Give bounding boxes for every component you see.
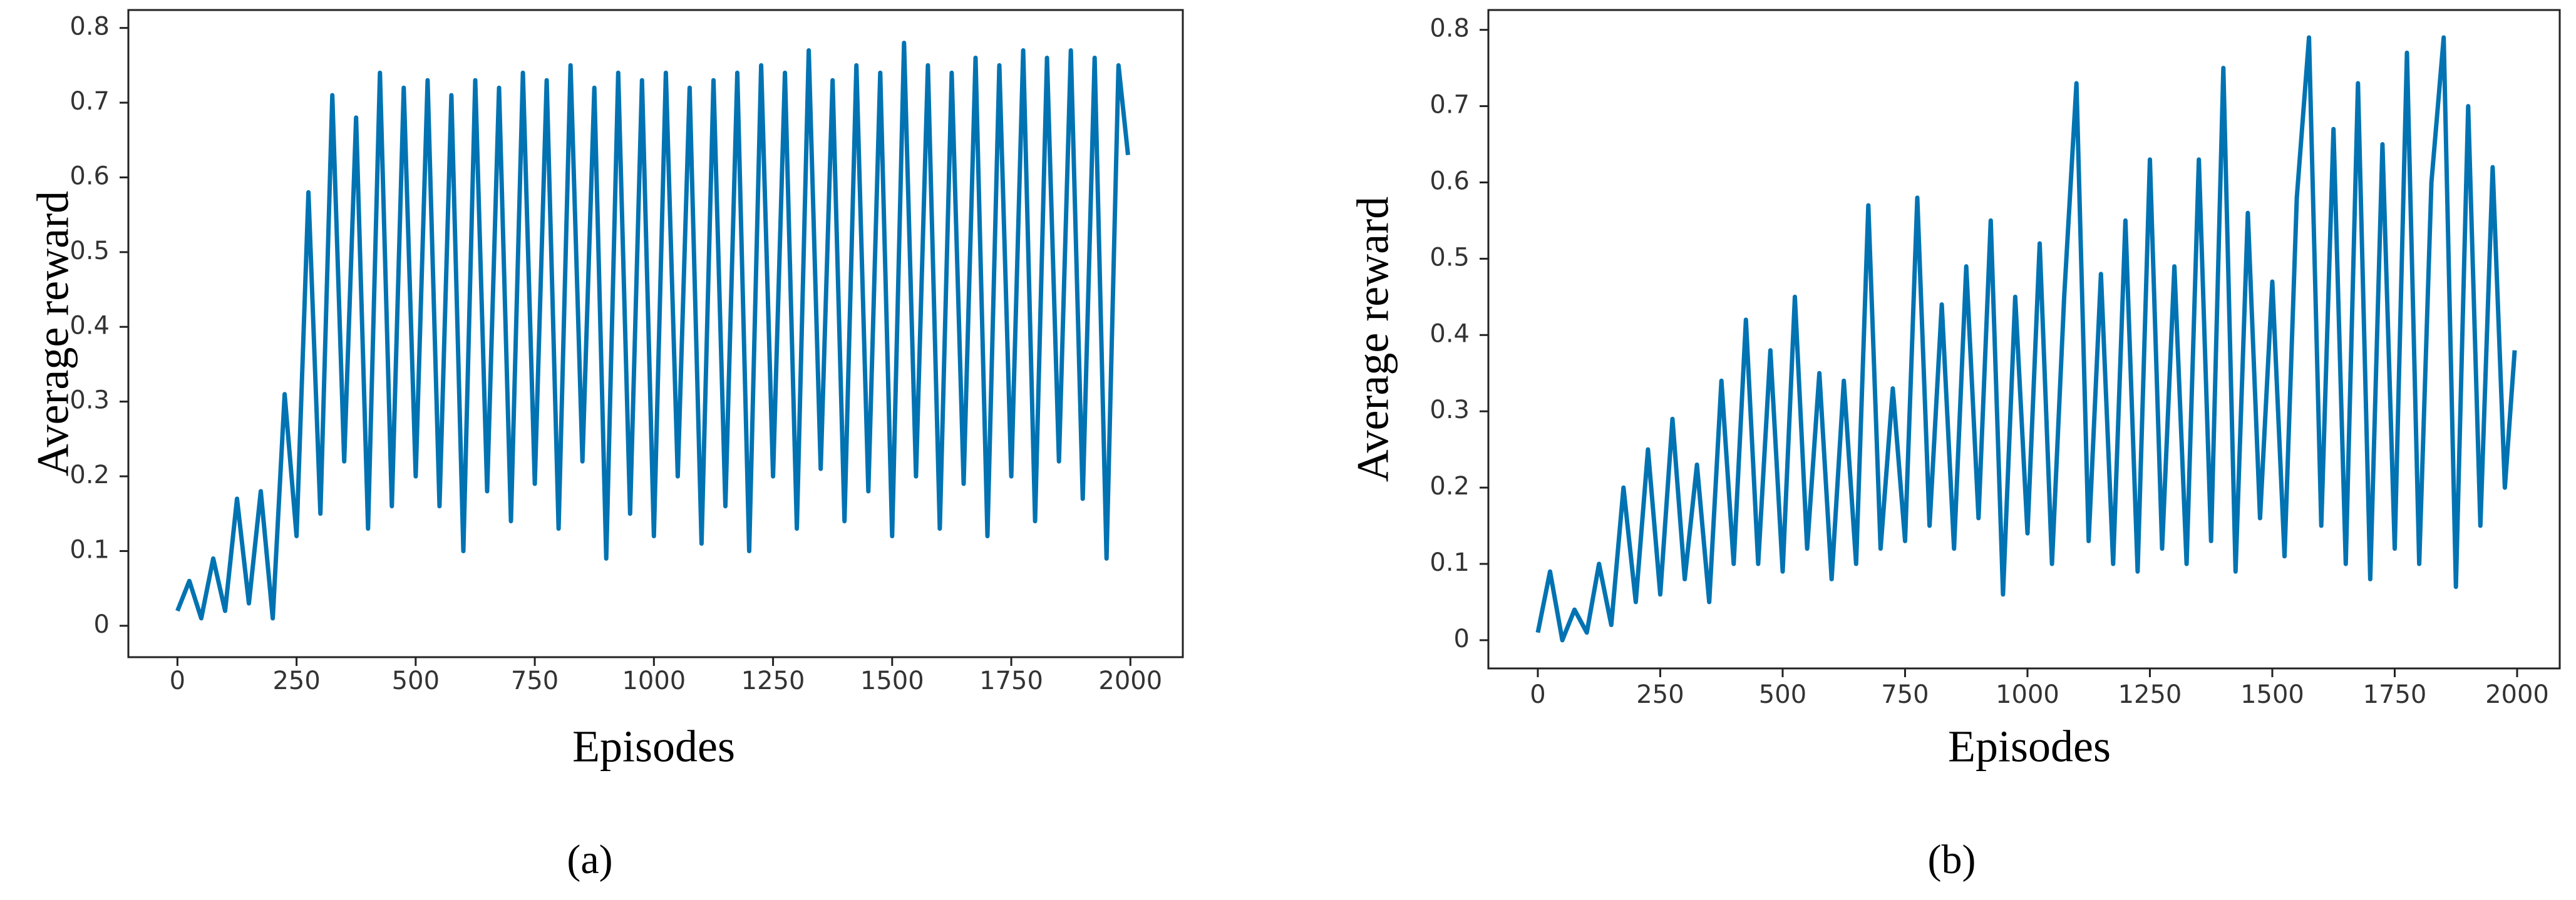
x-tick-label: 1000 bbox=[1996, 680, 2059, 709]
y-axis-label: Average reward bbox=[1348, 197, 1398, 482]
plot-frame bbox=[127, 9, 1184, 658]
y-tick-label: 0.3 bbox=[70, 386, 110, 415]
x-tick-label: 1250 bbox=[741, 667, 805, 695]
y-tick-label: 0.5 bbox=[1430, 243, 1470, 272]
x-tick-label: 750 bbox=[1881, 680, 1929, 709]
y-tick-label: 0.2 bbox=[1430, 472, 1470, 501]
y-tick-label: 0.8 bbox=[1430, 14, 1470, 43]
x-tick-label: 2000 bbox=[1098, 667, 1162, 695]
x-tick-label: 250 bbox=[272, 667, 320, 695]
y-tick-label: 0.8 bbox=[70, 13, 110, 41]
x-tick-label: 500 bbox=[392, 667, 440, 695]
y-tick-label: 0.3 bbox=[1430, 396, 1470, 424]
x-tick-label: 1500 bbox=[2240, 680, 2304, 709]
y-tick-label: 0.1 bbox=[70, 535, 110, 564]
x-tick-label: 1750 bbox=[979, 667, 1043, 695]
data-line bbox=[1535, 35, 2517, 643]
y-tick-label: 0.6 bbox=[1430, 166, 1470, 195]
panel-caption: (a) bbox=[567, 837, 612, 882]
y-tick-label: 0.2 bbox=[70, 461, 110, 489]
x-axis-label: Episodes bbox=[1948, 722, 2111, 772]
x-tick-label: 2000 bbox=[2485, 680, 2549, 709]
y-tick-label: 0 bbox=[94, 610, 110, 639]
y-tick-label: 0.4 bbox=[1430, 319, 1470, 348]
y-tick-label: 0 bbox=[1454, 625, 1470, 653]
x-tick-label: 250 bbox=[1636, 680, 1684, 709]
x-tick-label: 1000 bbox=[622, 667, 686, 695]
x-tick-label: 750 bbox=[511, 667, 559, 695]
y-tick-label: 0.7 bbox=[70, 87, 110, 116]
y-tick-label: 0.7 bbox=[1430, 91, 1470, 120]
y-tick-label: 0.6 bbox=[70, 161, 110, 190]
y-axis-label: Average reward bbox=[28, 191, 78, 476]
panel-caption: (b) bbox=[1928, 837, 1976, 882]
plot-frame bbox=[1487, 9, 2561, 670]
y-tick-label: 0.4 bbox=[70, 311, 110, 340]
x-axis-label: Episodes bbox=[572, 722, 735, 772]
x-tick-label: 0 bbox=[170, 667, 185, 695]
x-tick-label: 1750 bbox=[2363, 680, 2427, 709]
x-tick-label: 1500 bbox=[860, 667, 924, 695]
data-line bbox=[175, 41, 1130, 621]
y-tick-label: 0.5 bbox=[70, 237, 110, 265]
x-tick-label: 1250 bbox=[2118, 680, 2182, 709]
x-tick-label: 500 bbox=[1759, 680, 1806, 709]
y-tick-label: 0.1 bbox=[1430, 548, 1470, 577]
x-tick-label: 0 bbox=[1530, 680, 1545, 709]
